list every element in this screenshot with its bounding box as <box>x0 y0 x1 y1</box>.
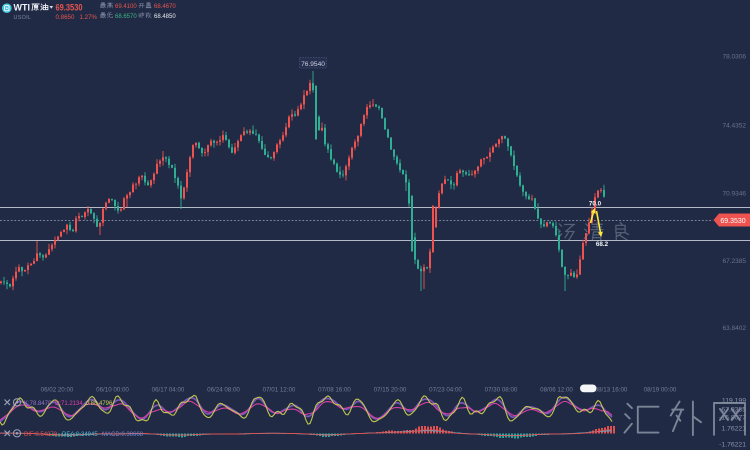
svg-text:-1.76221: -1.76221 <box>719 441 746 448</box>
svg-text:76.9540: 76.9540 <box>301 61 325 68</box>
svg-text:DIF:0.54278: DIF:0.54278 <box>24 432 58 438</box>
svg-text:WTI: WTI <box>14 3 31 13</box>
svg-text:D:71.2134: D:71.2134 <box>55 401 83 407</box>
svg-text:07/15 20:00: 07/15 20:00 <box>374 387 407 394</box>
svg-text:08/13 16:00: 08/13 16:00 <box>595 387 628 394</box>
svg-text:08/19 00:00: 08/19 00:00 <box>644 387 677 394</box>
svg-text:67.2385: 67.2385 <box>723 258 747 265</box>
svg-text:06/10 00:00: 06/10 00:00 <box>96 387 129 394</box>
svg-text:69.3530: 69.3530 <box>56 3 83 14</box>
svg-text:07/01 12:00: 07/01 12:00 <box>263 387 296 394</box>
svg-text:68.6570: 68.6570 <box>115 14 137 20</box>
svg-text:68.4670: 68.4670 <box>154 4 176 10</box>
svg-text:70.9346: 70.9346 <box>723 190 747 197</box>
svg-text:0.8650: 0.8650 <box>56 14 75 21</box>
svg-text:70.0: 70.0 <box>589 201 602 208</box>
svg-text:69.3530: 69.3530 <box>720 218 745 225</box>
svg-text:119.199: 119.199 <box>722 397 746 404</box>
svg-text:06/02 20:00: 06/02 20:00 <box>41 387 74 394</box>
svg-text:07/30 08:00: 07/30 08:00 <box>485 387 518 394</box>
svg-text:78.0306: 78.0306 <box>723 53 747 60</box>
svg-text:J:88.4796: J:88.4796 <box>86 401 113 407</box>
svg-text:67.9335: 67.9335 <box>721 406 746 413</box>
svg-text:1.27%: 1.27% <box>80 14 98 21</box>
svg-text:69.4100: 69.4100 <box>115 4 137 10</box>
svg-text:07/08 16:00: 07/08 16:00 <box>318 387 351 394</box>
svg-text:08/06 12:00: 08/06 12:00 <box>540 387 573 394</box>
svg-text:06/24 08:00: 06/24 08:00 <box>207 387 240 394</box>
svg-text:DEA:0.34945: DEA:0.34945 <box>62 432 98 438</box>
svg-text:K:78.8470: K:78.8470 <box>24 401 52 407</box>
svg-text:USOIL: USOIL <box>14 15 32 21</box>
svg-text:07/23 04:00: 07/23 04:00 <box>429 387 462 394</box>
svg-text:68.4850: 68.4850 <box>154 14 176 20</box>
svg-text:63.8402: 63.8402 <box>723 325 747 332</box>
svg-text:MACD:0.38668: MACD:0.38668 <box>102 432 144 438</box>
svg-text:-15.8077: -15.8077 <box>719 414 746 421</box>
svg-text:68.2: 68.2 <box>596 241 609 248</box>
svg-text:06/17 04:00: 06/17 04:00 <box>152 387 185 394</box>
svg-text:74.4352: 74.4352 <box>723 122 747 129</box>
svg-text:1.76221: 1.76221 <box>721 425 746 432</box>
